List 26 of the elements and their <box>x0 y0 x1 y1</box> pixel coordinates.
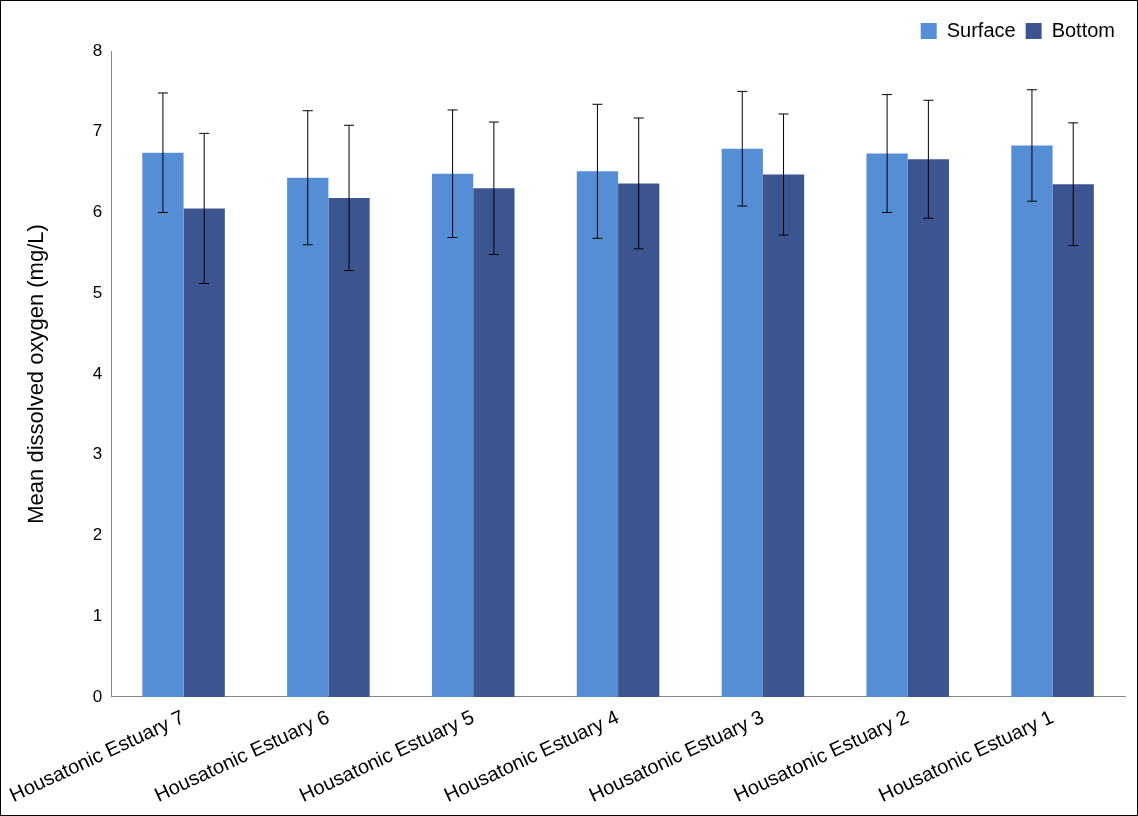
bar <box>328 197 370 697</box>
legend-label: Surface <box>946 18 1016 41</box>
y-axis-title: Mean dissolved oxygen (mg/L) <box>22 224 48 524</box>
y-tick-label: 0 <box>92 686 103 706</box>
bar <box>618 183 660 697</box>
bar <box>287 177 329 697</box>
bar <box>907 159 950 697</box>
bar <box>866 153 908 697</box>
y-tick-label: 7 <box>92 121 103 141</box>
y-tick-label: 3 <box>92 444 103 464</box>
y-tick-label: 1 <box>92 605 103 625</box>
bar <box>142 152 184 697</box>
bar <box>1011 145 1053 697</box>
y-tick-label: 8 <box>92 40 103 60</box>
bar <box>762 174 805 697</box>
y-tick-label: 4 <box>92 363 103 383</box>
legend-label: Bottom <box>1051 18 1115 41</box>
y-tick-label: 6 <box>92 202 103 222</box>
bar <box>721 148 763 697</box>
bar <box>431 173 474 697</box>
bar <box>576 171 619 697</box>
y-tick-label: 2 <box>92 525 103 545</box>
bar <box>473 188 515 697</box>
bar <box>1052 184 1094 697</box>
y-tick-label: 5 <box>92 282 103 302</box>
bar <box>183 208 225 697</box>
